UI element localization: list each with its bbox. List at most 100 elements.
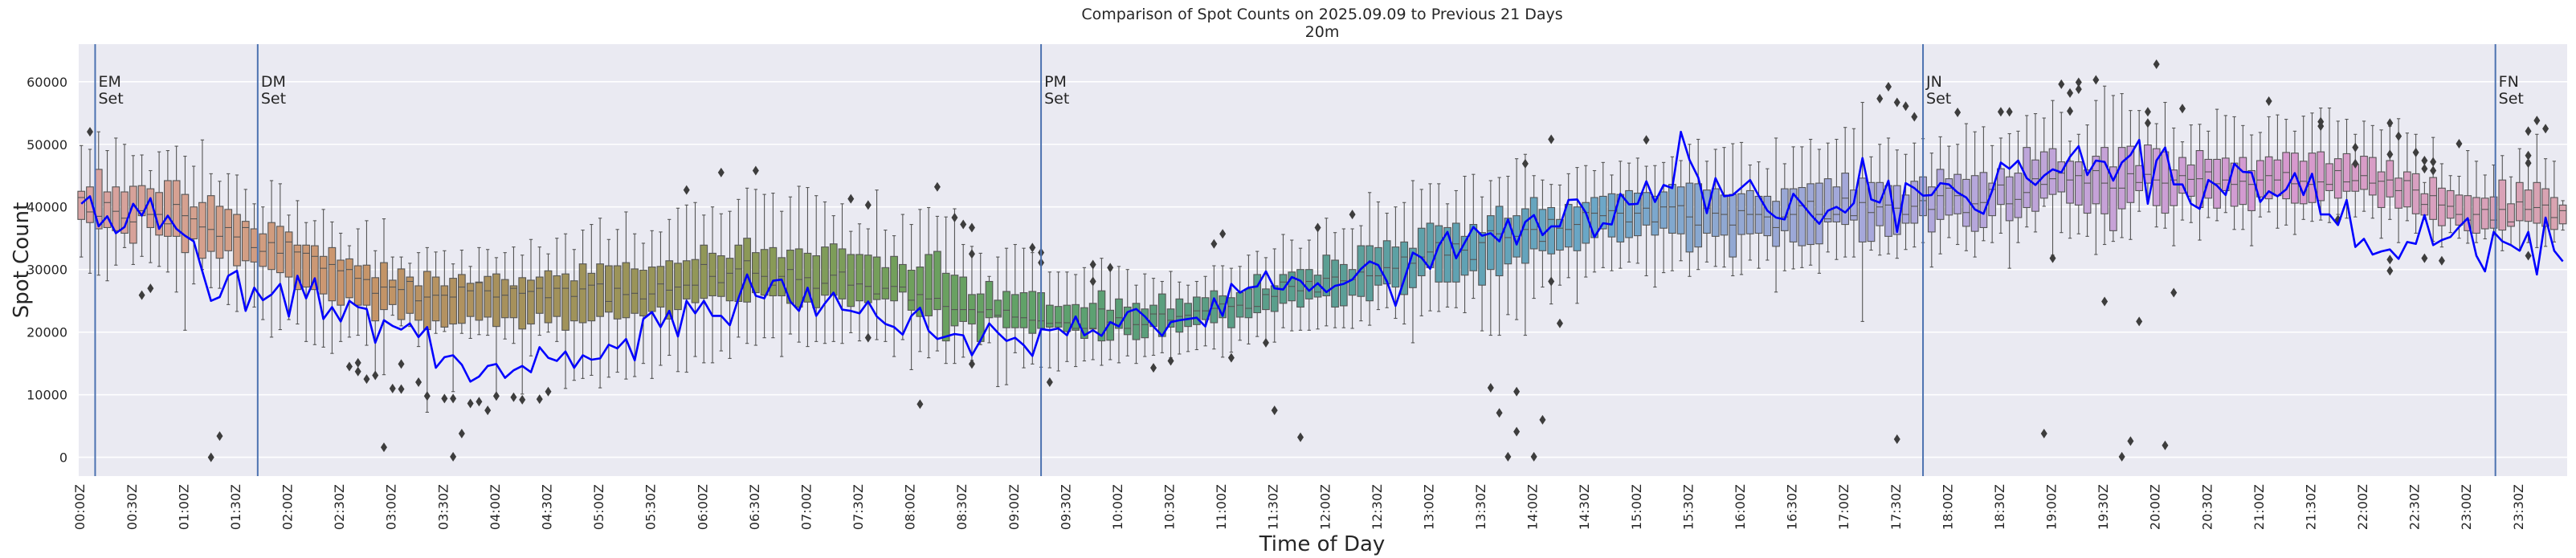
iqr-box (311, 245, 319, 291)
iqr-box (2186, 164, 2195, 198)
iqr-box (1564, 204, 1573, 248)
outlier-marker (2525, 158, 2532, 169)
box (2317, 107, 2325, 221)
iqr-box (2489, 196, 2498, 229)
iqr-box (890, 255, 898, 302)
box (259, 206, 267, 320)
box (2411, 133, 2420, 234)
x-tick-label: 00:00Z (72, 484, 88, 530)
box (164, 150, 172, 273)
outlier-points (86, 59, 2549, 462)
iqr-box (1867, 181, 1876, 242)
box (414, 252, 423, 348)
iqr-box (1201, 297, 1210, 320)
iqr-box (458, 274, 466, 324)
iqr-box (786, 249, 794, 304)
x-axis-ticks: 00:00Z 00:30Z 01:00Z 01:30Z 02:00Z 02:30Z 03:0… (72, 484, 2526, 530)
x-tick-label: 14:30Z (1577, 484, 1592, 530)
box (2533, 133, 2541, 248)
outlier-marker (1902, 101, 1909, 112)
gridlines (79, 80, 2567, 458)
box (1123, 269, 1132, 356)
vertical-marker-label: Set (261, 90, 286, 108)
box (682, 204, 691, 373)
iqr-box (881, 267, 890, 299)
iqr-box (1045, 304, 1054, 328)
iqr-box (233, 214, 241, 267)
box (553, 238, 561, 342)
box (1192, 280, 1201, 351)
iqr-box (1711, 188, 1720, 237)
x-tick-label: 21:00Z (2251, 484, 2267, 530)
iqr-box (847, 254, 855, 308)
box (1676, 160, 1685, 262)
box (1478, 196, 1486, 332)
outlier-marker (2170, 287, 2178, 298)
x-tick-label: 17:00Z (1836, 484, 1851, 530)
outlier-marker (1210, 238, 1218, 249)
outlier-marker (968, 359, 975, 369)
iqr-box (1002, 291, 1010, 328)
box (812, 195, 821, 342)
x-tick-label: 12:30Z (1370, 484, 1385, 530)
iqr-box (2066, 161, 2074, 204)
box (2014, 130, 2023, 243)
iqr-box (2100, 147, 2109, 214)
iqr-box (2558, 204, 2567, 225)
iqr-box (1054, 306, 1063, 328)
iqr-box (423, 271, 431, 331)
y-tick-label: 0 (59, 450, 67, 466)
box (1815, 149, 1823, 274)
box (1633, 157, 1642, 264)
box (1504, 175, 1513, 316)
box (2100, 85, 2109, 246)
outlier-marker (1997, 107, 2004, 117)
outlier-marker (216, 431, 223, 442)
box (569, 249, 578, 381)
box (2186, 124, 2195, 223)
outlier-marker (545, 386, 552, 397)
box (466, 266, 475, 340)
x-axis-label: Time of Day (1259, 532, 1386, 556)
box (2083, 124, 2092, 237)
vertical-marker-label: EM (98, 73, 120, 91)
outlier-marker (2049, 253, 2056, 263)
vertical-marker-label: JN (1925, 73, 1942, 91)
box (1409, 180, 1417, 344)
box (985, 275, 994, 344)
x-tick-label: 07:30Z (851, 484, 866, 530)
outlier-marker (2075, 77, 2082, 88)
iqr-box (1115, 298, 1123, 329)
outlier-marker (2058, 79, 2065, 89)
iqr-box (2247, 169, 2256, 211)
outlier-marker (2317, 121, 2325, 132)
box (431, 251, 440, 334)
x-tick-label: 06:00Z (695, 484, 710, 530)
box (561, 233, 569, 389)
box (1529, 175, 1538, 299)
iqr-box (440, 285, 449, 328)
box (1763, 168, 1772, 261)
outlier-marker (492, 391, 500, 401)
box (1115, 266, 1123, 364)
iqr-box (1262, 288, 1270, 311)
iqr-box (103, 191, 112, 229)
box (1253, 250, 1262, 337)
outlier-marker (864, 332, 872, 343)
box (1019, 247, 1028, 369)
outlier-marker (1167, 356, 1174, 366)
outlier-marker (1643, 135, 1650, 145)
chart-title: Comparison of Spot Counts on 2025.09.09 … (1081, 6, 1562, 23)
outlier-marker (1314, 222, 1321, 233)
outlier-marker (1029, 242, 1036, 253)
iqr-box (1633, 193, 1642, 237)
box (794, 185, 803, 343)
box (1010, 243, 1019, 353)
box (198, 139, 206, 271)
box (2325, 107, 2333, 223)
iqr-box (1659, 191, 1668, 229)
box (2239, 124, 2247, 230)
iqr-box (725, 258, 734, 302)
iqr-box (1729, 193, 1737, 258)
